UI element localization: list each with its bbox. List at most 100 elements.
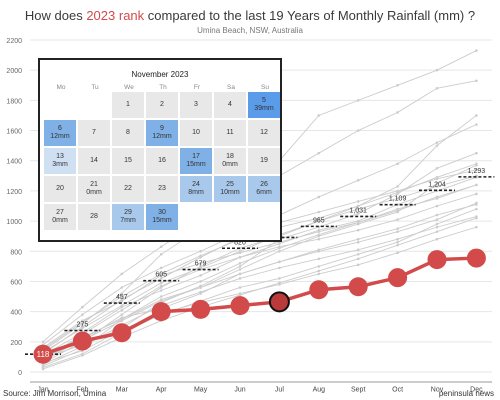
- history-point: [317, 233, 321, 236]
- history-point: [396, 191, 399, 194]
- history-point: [356, 200, 360, 203]
- calendar-day: 5 39mm: [248, 92, 280, 118]
- average-label: 457: [116, 294, 128, 301]
- x-tick-label: Dec: [470, 386, 483, 393]
- calendar-day-number: 3: [194, 100, 198, 108]
- y-tick-label: 1000: [6, 219, 22, 226]
- calendar-day-rainfall: 0mm: [86, 189, 102, 196]
- data-point-2023: [388, 268, 408, 288]
- calendar-day-number: 21: [90, 180, 98, 188]
- calendar-day: 21 0mm: [78, 176, 110, 202]
- history-point: [475, 203, 478, 206]
- calendar-day-number: 1: [126, 100, 130, 108]
- history-point: [120, 295, 124, 298]
- calendar-title: November 2023: [131, 70, 189, 79]
- history-point: [356, 237, 360, 241]
- history-point: [435, 141, 439, 144]
- calendar-day: 27 0mm: [44, 204, 76, 230]
- x-tick-label: Sept: [351, 386, 365, 393]
- history-point: [159, 299, 163, 303]
- calendar-day-number: 2: [160, 100, 164, 108]
- history-point: [317, 195, 321, 199]
- data-point-2023: [466, 248, 486, 268]
- y-tick-label: 400: [10, 310, 22, 317]
- history-point: [356, 240, 360, 244]
- history-point: [396, 251, 399, 255]
- history-point: [356, 257, 360, 261]
- history-point: [435, 225, 439, 229]
- history-point: [435, 86, 439, 90]
- history-point: [159, 272, 163, 276]
- calendar-day: 30 15mm: [146, 204, 178, 230]
- history-line: [42, 204, 477, 359]
- history-line: [42, 193, 477, 361]
- calendar-day-number: 12: [260, 128, 268, 136]
- calendar-day: 22: [112, 176, 144, 202]
- history-point: [475, 79, 478, 83]
- history-point: [396, 230, 399, 233]
- history-point: [41, 340, 45, 344]
- history-point: [199, 266, 202, 270]
- history-point: [238, 249, 242, 253]
- history-point: [356, 263, 360, 267]
- history-point: [159, 281, 163, 285]
- data-point-2023: [348, 277, 368, 297]
- history-point: [396, 218, 399, 221]
- history-point: [120, 313, 124, 316]
- calendar-day-number: 5: [262, 96, 266, 104]
- history-point: [435, 237, 439, 241]
- calendar-day-rainfall: 15mm: [152, 217, 172, 224]
- calendar-day-number: 13: [56, 152, 64, 160]
- calendar-day: 15: [112, 148, 144, 174]
- history-point: [199, 262, 202, 265]
- history-point: [81, 354, 84, 357]
- calendar-day: 7: [78, 120, 110, 146]
- calendar-day-number: 29: [124, 208, 132, 216]
- history-point: [435, 176, 439, 179]
- history-point: [435, 222, 439, 226]
- history-point: [120, 286, 124, 289]
- chart-title: How does 2023 rank compared to the last …: [24, 8, 476, 23]
- average-label: 679: [195, 261, 207, 268]
- calendar-day: 24 8mm: [180, 176, 212, 202]
- y-tick-label: 1200: [6, 189, 22, 196]
- calendar-day-number: 26: [260, 180, 268, 188]
- calendar-day-rainfall: 8mm: [188, 189, 204, 196]
- average-label: 965: [313, 217, 325, 224]
- average-label: 1,109: [389, 196, 407, 203]
- calendar-day-number: 19: [260, 156, 268, 164]
- y-tick-label: 1400: [6, 159, 22, 166]
- calendar-day-rainfall: 10mm: [220, 189, 240, 196]
- average-label: 1,204: [428, 181, 446, 188]
- calendar-day: 9 12mm: [146, 120, 178, 146]
- average-label: 1,031: [349, 207, 367, 214]
- calendar-day: 6 12mm: [44, 120, 76, 146]
- calendar-day-number: 9: [160, 124, 164, 132]
- history-point: [475, 123, 478, 126]
- history-point: [238, 272, 242, 276]
- history-point: [317, 269, 321, 273]
- calendar-day-number: 30: [158, 208, 166, 216]
- history-point: [435, 195, 439, 199]
- data-point-2023: [72, 331, 92, 351]
- history-line: [42, 115, 477, 364]
- data-point-2023: [268, 291, 290, 313]
- data-point-2023: [112, 323, 132, 343]
- history-point: [396, 197, 399, 200]
- calendar-day-rainfall: 6mm: [256, 189, 272, 196]
- data-point-2023: [230, 296, 250, 316]
- history-point: [199, 254, 202, 258]
- history-point: [317, 230, 321, 233]
- calendar-weekday-fr: Fr: [193, 84, 201, 91]
- data-point-2023: [151, 302, 171, 322]
- history-point: [81, 326, 84, 330]
- history-point: [199, 290, 202, 294]
- history-point: [475, 216, 478, 220]
- calendar-day: 28: [78, 204, 110, 230]
- history-point: [317, 272, 321, 276]
- history-line: [42, 217, 477, 370]
- history-line: [42, 175, 477, 353]
- calendar-day-number: 23: [158, 184, 166, 192]
- y-tick-label: 2200: [6, 38, 22, 45]
- calendar-day: 18 0mm: [214, 148, 246, 174]
